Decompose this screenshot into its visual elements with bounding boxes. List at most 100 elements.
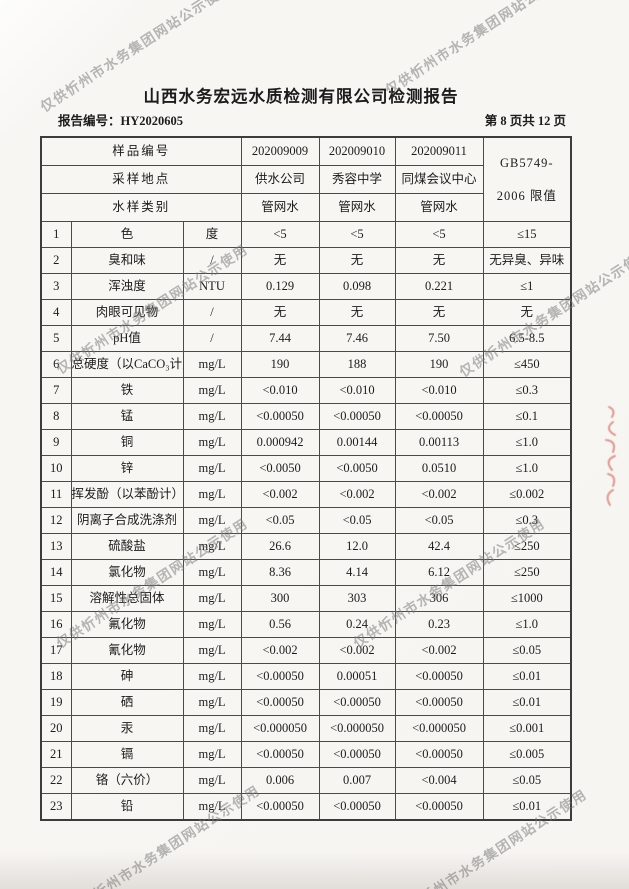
table-row: 17 氰化物 mg/L <0.002 <0.002 <0.002 ≤0.05 [40, 637, 572, 664]
sample3-value: <0.00050 [394, 793, 484, 821]
limit-value: ≤0.3 [482, 507, 572, 534]
sample1-value: 8.36 [240, 559, 320, 586]
table-row: 23 铅 mg/L <0.00050 <0.00050 <0.00050 ≤0.… [40, 793, 572, 821]
param-name: 铜 [70, 429, 184, 456]
sample1-value: 190 [240, 351, 320, 378]
sample1-value: <0.010 [240, 377, 320, 404]
limit-value: ≤1.0 [482, 455, 572, 482]
row-index: 17 [40, 637, 72, 664]
meta-label: 水样类别 [40, 193, 242, 222]
row-index: 3 [40, 273, 72, 300]
sample3-value: <0.010 [394, 377, 484, 404]
sample3-value: 0.23 [394, 611, 484, 638]
report-number-label: 报告编号： [58, 114, 121, 128]
sample2-value: <0.002 [318, 481, 396, 508]
sample2-value: 7.46 [318, 325, 396, 352]
sample2-value: 0.24 [318, 611, 396, 638]
param-unit: mg/L [182, 377, 242, 404]
report-number-value: HY2020605 [120, 114, 184, 128]
table-row: 2 臭和味 / 无 无 无 无异臭、异味 [40, 247, 572, 274]
param-name: 铬（六价） [70, 767, 184, 794]
param-name: 锌 [70, 455, 184, 482]
sample3-value: <0.002 [394, 637, 484, 664]
row-index: 7 [40, 377, 72, 404]
sample1-value: <0.00050 [240, 793, 320, 821]
param-unit: mg/L [182, 715, 242, 742]
param-unit: NTU [182, 273, 242, 300]
sample3-value: 7.50 [394, 325, 484, 352]
sample1-value: 无 [240, 299, 320, 326]
row-index: 6 [40, 351, 72, 378]
report-meta-line: 报告编号：HY2020605 第 8 页共 12 页 [58, 110, 566, 129]
param-unit: mg/L [182, 585, 242, 612]
param-name: 硒 [70, 689, 184, 716]
sample2-value: 303 [318, 585, 396, 612]
row-index: 18 [40, 663, 72, 690]
sample2-value: <0.00050 [318, 741, 396, 768]
sample2-value: 无 [318, 299, 396, 326]
page-title: 山西水务宏远水质检测有限公司检测报告 [143, 87, 459, 106]
sample2-value: <0.010 [318, 377, 396, 404]
sample2-type: 管网水 [318, 193, 396, 222]
sample3-value: <0.05 [394, 507, 484, 534]
sample3-id: 202009011 [394, 136, 484, 166]
limit-value: ≤0.01 [482, 793, 572, 821]
param-name: 色 [70, 221, 184, 248]
sample2-value: 12.0 [318, 533, 396, 560]
param-unit: mg/L [182, 507, 242, 534]
sample1-value: 0.56 [240, 611, 320, 638]
sample1-id: 202009009 [240, 136, 320, 166]
sample2-site: 秀容中学 [318, 165, 396, 194]
scan-shadow [0, 851, 629, 889]
table-row: 19 硒 mg/L <0.00050 <0.00050 <0.00050 ≤0.… [40, 689, 572, 716]
sample2-value: 0.007 [318, 767, 396, 794]
param-name: 肉眼可见物 [70, 299, 184, 326]
param-unit: mg/L [182, 793, 242, 821]
sample1-value: 0.000942 [240, 429, 320, 456]
sample1-value: 26.6 [240, 533, 320, 560]
limit-value: ≤0.005 [482, 741, 572, 768]
sample2-value: 无 [318, 247, 396, 274]
sample3-value: 42.4 [394, 533, 484, 560]
table-row: 9 铜 mg/L 0.000942 0.00144 0.00113 ≤1.0 [40, 429, 572, 456]
sample1-value: <0.00050 [240, 689, 320, 716]
sample1-value: <0.00050 [240, 741, 320, 768]
sample1-value: <0.00050 [240, 663, 320, 690]
sample2-value: 0.098 [318, 273, 396, 300]
limit-value: ≤250 [482, 533, 572, 560]
param-unit: mg/L [182, 741, 242, 768]
param-unit: mg/L [182, 767, 242, 794]
sample3-value: 0.221 [394, 273, 484, 300]
param-name: 阴离子合成洗涤剂 [70, 507, 184, 534]
limit-value: ≤1.0 [482, 611, 572, 638]
limit-value: ≤0.01 [482, 663, 572, 690]
sample2-value: <0.00050 [318, 403, 396, 430]
row-index: 11 [40, 481, 72, 508]
sample1-value: 无 [240, 247, 320, 274]
row-index: 9 [40, 429, 72, 456]
sample2-value: <0.00050 [318, 793, 396, 821]
sample2-value: <0.000050 [318, 715, 396, 742]
sample3-value: 6.12 [394, 559, 484, 586]
row-index: 1 [40, 221, 72, 248]
meta-row-sample-id: 样品编号 202009009 202009010 202009011 GB574… [40, 136, 572, 222]
sample1-value: <0.002 [240, 637, 320, 664]
sample1-value: 0.006 [240, 767, 320, 794]
sample2-id: 202009010 [318, 136, 396, 166]
table-row: 14 氯化物 mg/L 8.36 4.14 6.12 ≤250 [40, 559, 572, 586]
limit-value: ≤1 [482, 273, 572, 300]
table-row: 7 铁 mg/L <0.010 <0.010 <0.010 ≤0.3 [40, 377, 572, 404]
row-index: 19 [40, 689, 72, 716]
param-name: 汞 [70, 715, 184, 742]
sample1-value: 0.129 [240, 273, 320, 300]
param-name: 硫酸盐 [70, 533, 184, 560]
sample1-value: <0.00050 [240, 403, 320, 430]
table-row: 3 浑浊度 NTU 0.129 0.098 0.221 ≤1 [40, 273, 572, 300]
param-name: 镉 [70, 741, 184, 768]
sample3-value: 无 [394, 247, 484, 274]
sample1-value: <0.000050 [240, 715, 320, 742]
limit-value: ≤0.002 [482, 481, 572, 508]
sample3-value: <0.000050 [394, 715, 484, 742]
param-name: 溶解性总固体 [70, 585, 184, 612]
